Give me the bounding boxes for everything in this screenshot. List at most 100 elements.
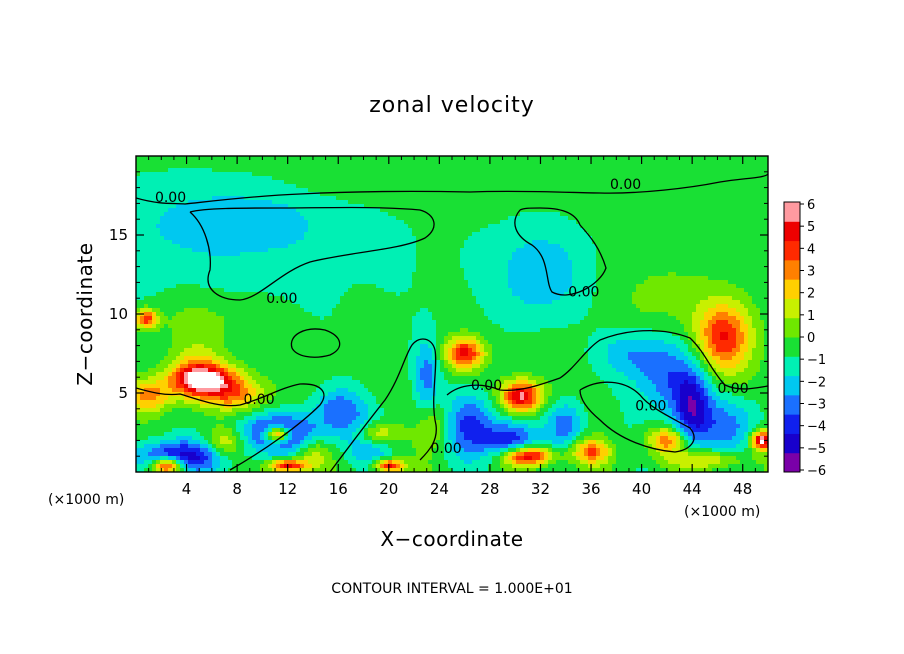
field-cell bbox=[216, 164, 221, 169]
field-cell bbox=[432, 212, 437, 217]
field-cell bbox=[596, 232, 601, 237]
field-cell bbox=[616, 208, 621, 213]
field-cell bbox=[708, 240, 713, 245]
field-cell bbox=[200, 212, 205, 217]
field-cell bbox=[264, 260, 269, 265]
field-cell bbox=[300, 268, 305, 273]
field-cell bbox=[448, 224, 453, 229]
field-cell bbox=[684, 164, 689, 169]
field-cell bbox=[724, 228, 729, 233]
field-cell bbox=[140, 244, 145, 249]
field-cell bbox=[320, 280, 325, 285]
field-cell bbox=[296, 268, 301, 273]
field-cell bbox=[508, 208, 513, 213]
field-cell bbox=[420, 256, 425, 261]
field-cell bbox=[304, 248, 309, 253]
field-cell bbox=[484, 256, 489, 261]
field-cell bbox=[452, 196, 457, 201]
field-cell bbox=[712, 180, 717, 185]
field-cell bbox=[704, 236, 709, 241]
field-cell bbox=[620, 260, 625, 265]
field-cell bbox=[612, 236, 617, 241]
field-cell bbox=[448, 276, 453, 281]
field-cell bbox=[164, 248, 169, 253]
field-cell bbox=[764, 268, 769, 273]
field-cell bbox=[620, 200, 625, 205]
field-cell bbox=[644, 212, 649, 217]
field-cell bbox=[412, 280, 417, 285]
field-cell bbox=[368, 224, 373, 229]
field-cell bbox=[396, 200, 401, 205]
field-cell bbox=[304, 180, 309, 185]
field-cell bbox=[436, 256, 441, 261]
field-cell bbox=[400, 180, 405, 185]
field-cell bbox=[160, 200, 165, 205]
field-cell bbox=[464, 264, 469, 269]
field-cell bbox=[444, 276, 449, 281]
field-cell bbox=[636, 228, 641, 233]
field-cell bbox=[244, 220, 249, 225]
field-cell bbox=[616, 176, 621, 181]
field-cell bbox=[204, 244, 209, 249]
field-cell bbox=[344, 256, 349, 261]
field-cell bbox=[760, 196, 765, 201]
field-cell bbox=[400, 220, 405, 225]
field-cell bbox=[192, 196, 197, 201]
field-cell bbox=[184, 240, 189, 245]
field-cell bbox=[628, 160, 633, 165]
field-cell bbox=[552, 232, 557, 237]
field-cell bbox=[536, 216, 541, 221]
field-cell bbox=[312, 252, 317, 257]
field-cell bbox=[300, 232, 305, 237]
field-cell bbox=[380, 156, 385, 161]
field-cell bbox=[404, 168, 409, 173]
field-cell bbox=[364, 200, 369, 205]
field-cell bbox=[420, 196, 425, 201]
field-cell bbox=[380, 276, 385, 281]
field-cell bbox=[604, 268, 609, 273]
field-cell bbox=[160, 264, 165, 269]
field-cell bbox=[280, 180, 285, 185]
field-cell bbox=[456, 200, 461, 205]
field-cell bbox=[432, 252, 437, 257]
field-cell bbox=[504, 156, 509, 161]
field-cell bbox=[368, 272, 373, 277]
field-cell bbox=[672, 252, 677, 257]
field-cell bbox=[464, 256, 469, 261]
field-cell bbox=[624, 272, 629, 277]
field-cell bbox=[172, 232, 177, 237]
field-cell bbox=[540, 176, 545, 181]
field-cell bbox=[252, 192, 257, 197]
field-cell bbox=[672, 224, 677, 229]
field-cell bbox=[532, 220, 537, 225]
field-cell bbox=[572, 168, 577, 173]
field-cell bbox=[200, 168, 205, 173]
field-cell bbox=[136, 184, 141, 189]
field-cell bbox=[684, 196, 689, 201]
field-cell bbox=[540, 188, 545, 193]
field-cell bbox=[424, 200, 429, 205]
field-cell bbox=[480, 176, 485, 181]
field-cell bbox=[380, 244, 385, 249]
field-cell bbox=[564, 172, 569, 177]
field-cell bbox=[364, 172, 369, 177]
field-cell bbox=[224, 196, 229, 201]
field-cell bbox=[728, 268, 733, 273]
field-cell bbox=[260, 168, 265, 173]
field-cell bbox=[516, 160, 521, 165]
field-cell bbox=[752, 248, 757, 253]
field-cell bbox=[692, 200, 697, 205]
field-cell bbox=[468, 224, 473, 229]
field-cell bbox=[672, 268, 677, 273]
field-cell bbox=[260, 260, 265, 265]
field-cell bbox=[440, 220, 445, 225]
field-cell bbox=[400, 280, 405, 285]
field-cell bbox=[736, 176, 741, 181]
field-cell bbox=[416, 212, 421, 217]
field-cell bbox=[736, 256, 741, 261]
field-cell bbox=[340, 204, 345, 209]
field-cell bbox=[616, 172, 621, 177]
field-cell bbox=[696, 256, 701, 261]
field-cell bbox=[304, 240, 309, 245]
field-cell bbox=[580, 228, 585, 233]
